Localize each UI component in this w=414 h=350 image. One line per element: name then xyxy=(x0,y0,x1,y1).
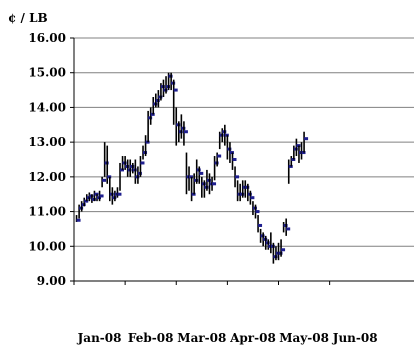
y-tick-label: 15.00 xyxy=(28,66,66,80)
y-tick-label: 14.00 xyxy=(28,100,66,114)
x-tick-label: Apr-08 xyxy=(229,331,276,345)
y-tick-label: 13.00 xyxy=(28,135,66,149)
x-tick-label: May-08 xyxy=(279,331,329,345)
y-tick-label: 16.00 xyxy=(28,31,66,45)
x-tick-labels: Jan-08 Feb-08 Mar-08 Apr-08 May-08 Jun-08 xyxy=(73,281,378,345)
y-tick-label: 11.00 xyxy=(28,205,66,219)
x-tick-label: Jan-08 xyxy=(77,331,122,345)
x-tick-label: Mar-08 xyxy=(177,331,226,345)
y-axis-title: ¢ / LB xyxy=(8,11,48,25)
x-tick-label: Feb-08 xyxy=(128,331,174,345)
y-tick-label: 12.00 xyxy=(28,170,66,184)
gridlines xyxy=(74,37,414,247)
x-tick-label: Jun-08 xyxy=(332,331,378,345)
y-tick-label: 10.00 xyxy=(28,239,66,253)
y-tick-labels: 9.00 10.00 11.00 12.00 13.00 14.00 15.00 16.00 xyxy=(28,31,74,288)
price-bars xyxy=(75,72,309,264)
y-tick-label: 9.00 xyxy=(37,274,66,288)
